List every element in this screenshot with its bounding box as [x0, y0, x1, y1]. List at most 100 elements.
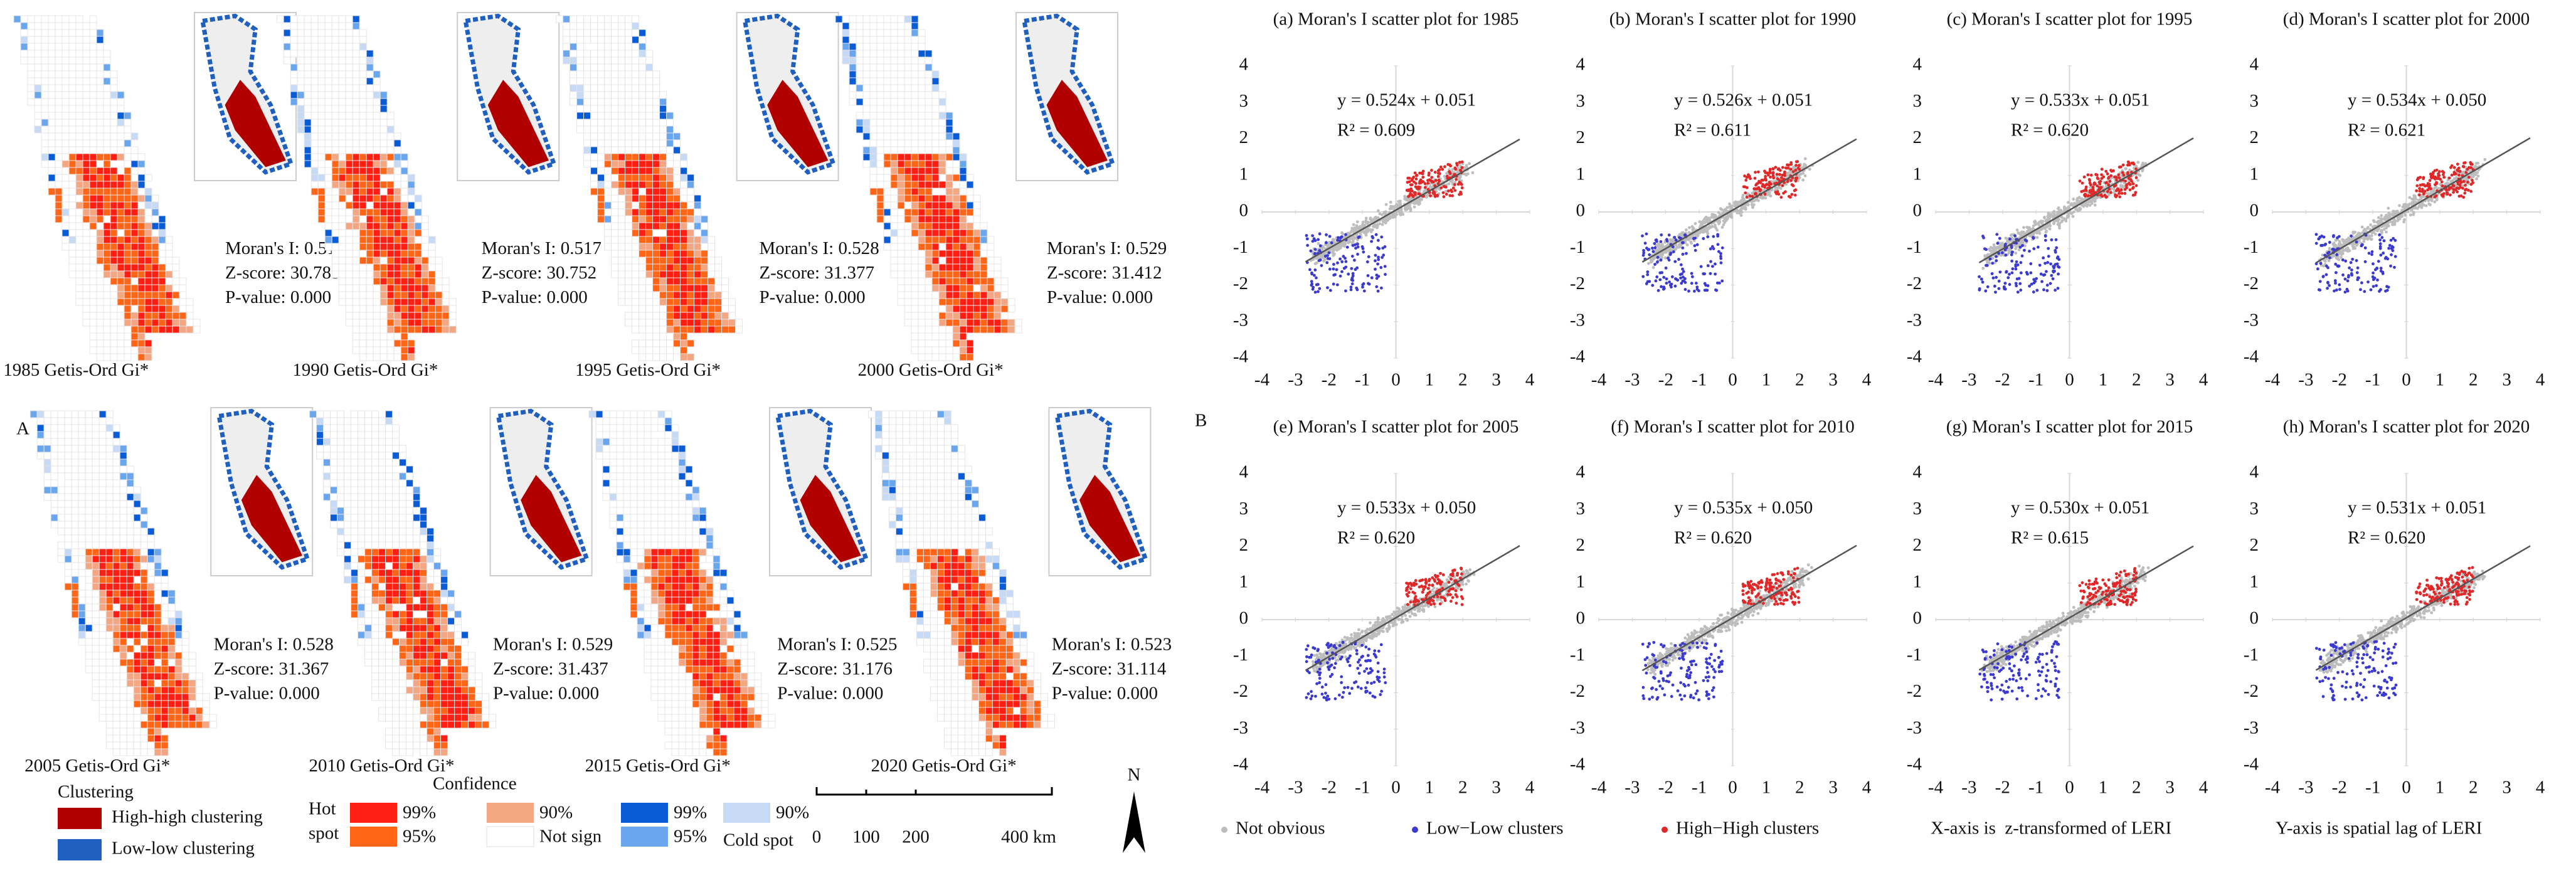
map-cell	[324, 215, 332, 223]
map-cell	[902, 465, 910, 473]
map-cell	[352, 91, 360, 99]
map-cell	[378, 445, 386, 453]
map-cell	[925, 105, 933, 113]
map-cell	[345, 77, 353, 85]
map-cell	[119, 714, 127, 722]
map-cell	[595, 438, 603, 446]
map-cell	[71, 596, 79, 605]
map-cell	[597, 146, 605, 154]
map-cell	[96, 77, 104, 85]
map-cell	[68, 167, 77, 175]
map-cell	[433, 617, 442, 625]
map-cell	[186, 298, 194, 306]
map-cell	[918, 181, 926, 189]
map-cell	[936, 465, 945, 473]
map-cell	[692, 665, 700, 674]
map-cell	[680, 222, 688, 230]
map-cell	[420, 652, 428, 660]
map-cell	[338, 132, 346, 140]
map-cell	[43, 417, 51, 425]
map-cell	[144, 319, 152, 327]
map-cell	[98, 534, 107, 542]
map-cell	[883, 112, 891, 120]
map-cell	[721, 312, 729, 320]
map-cell	[632, 208, 640, 216]
map-cell	[664, 583, 672, 591]
map-cell	[911, 298, 919, 306]
map-cell	[41, 36, 49, 44]
map-cell	[345, 15, 353, 23]
map-cell	[623, 534, 631, 542]
map-cell	[406, 521, 414, 529]
map-cell	[862, 29, 871, 37]
map-cell	[385, 576, 393, 584]
map-cell	[666, 312, 674, 320]
map-cell	[687, 174, 695, 182]
map-cell	[407, 236, 415, 244]
map-cell	[639, 298, 647, 306]
map-cell	[583, 50, 591, 58]
map-cell	[331, 243, 339, 251]
map-cell	[671, 638, 679, 646]
map-cell	[48, 63, 56, 71]
map-cell	[43, 472, 51, 480]
map-cell	[657, 583, 665, 591]
map-cell	[664, 679, 672, 687]
map-cell	[699, 693, 707, 701]
map-cell	[68, 243, 77, 251]
map	[29, 407, 314, 756]
map-cell	[701, 257, 709, 265]
map-cell	[385, 514, 393, 522]
map-cell	[911, 188, 919, 196]
map-cell	[701, 229, 709, 237]
map-cell	[713, 569, 721, 577]
map-cell	[639, 305, 647, 313]
map-cell	[869, 188, 877, 196]
map-cell	[931, 257, 940, 265]
map-cell	[85, 452, 93, 460]
map-cell	[618, 181, 626, 189]
map-cell	[324, 98, 332, 106]
map-cell	[701, 312, 709, 320]
map-cell	[167, 665, 176, 674]
map-cell	[92, 576, 100, 584]
map-cell	[41, 153, 49, 161]
map-cell	[304, 84, 312, 92]
map-cell	[604, 77, 612, 85]
map-cell	[85, 617, 93, 625]
map-cell	[652, 77, 660, 85]
map-cell	[371, 465, 379, 473]
map-cell	[671, 493, 679, 501]
map-cell	[373, 84, 381, 92]
map-cell	[421, 319, 429, 327]
map-cell	[147, 665, 155, 674]
map-cell	[632, 139, 640, 147]
map-cell	[202, 721, 210, 729]
map-cell	[685, 679, 693, 687]
map-cell	[856, 112, 864, 120]
map-cell	[98, 458, 107, 467]
map-cell	[952, 229, 960, 237]
map-cell	[117, 236, 125, 244]
map-cell	[842, 50, 850, 58]
map-cell	[331, 50, 339, 58]
map-cell	[133, 727, 141, 736]
map-cell	[27, 43, 35, 51]
map-cell	[124, 222, 132, 230]
map-cell	[64, 521, 72, 529]
map-cell	[379, 181, 388, 189]
map-cell	[92, 631, 100, 639]
map-cell	[597, 208, 605, 216]
map-cell	[930, 479, 938, 487]
map-cell	[48, 77, 56, 85]
map-cell	[583, 77, 591, 85]
map-cell	[680, 339, 688, 347]
map-cell	[337, 431, 345, 439]
map-cell	[883, 43, 891, 51]
map-cell	[966, 353, 974, 361]
map-cell	[174, 610, 183, 618]
map-cell	[130, 236, 139, 244]
map-cell	[454, 679, 462, 687]
map-cell	[406, 721, 414, 729]
map-cell	[413, 500, 421, 508]
